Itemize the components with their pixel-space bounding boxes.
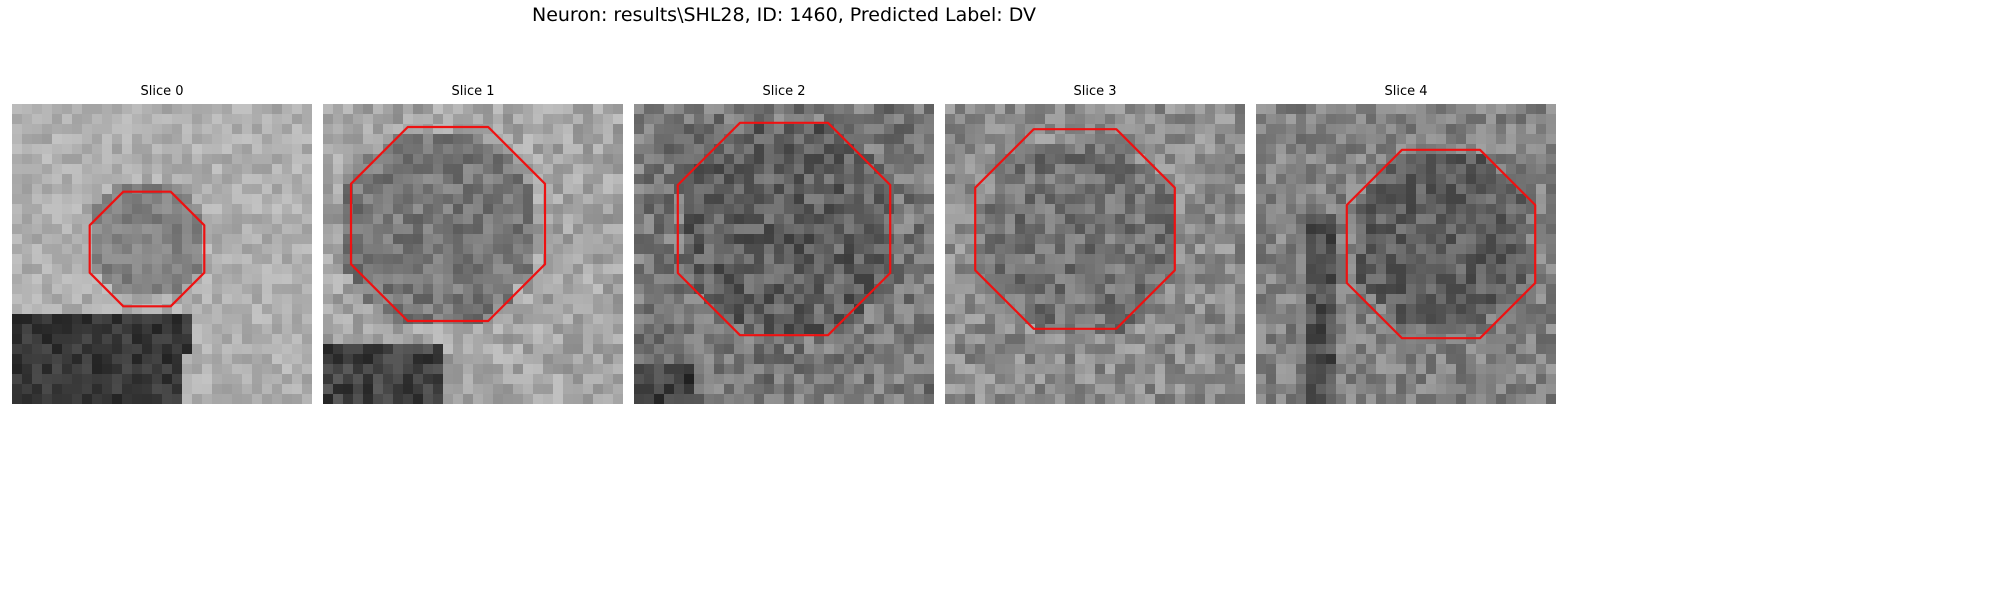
slice-image	[945, 104, 1245, 404]
roi-contour	[349, 125, 547, 323]
slice-title: Slice 3	[1073, 84, 1117, 99]
slice-title: Slice 2	[762, 84, 806, 99]
slice-image	[1256, 104, 1556, 404]
roi-contour	[88, 190, 206, 308]
roi-contour	[676, 121, 892, 337]
slice-image	[12, 104, 312, 404]
roi-contour	[974, 128, 1176, 330]
slice-image	[323, 104, 623, 404]
roi-contour	[1345, 148, 1537, 340]
figure-title: Neuron: results\SHL28, ID: 1460, Predict…	[531, 4, 1037, 26]
slice-title: Slice 4	[1384, 84, 1428, 99]
slice-image	[634, 104, 934, 404]
slice-title: Slice 1	[451, 84, 495, 99]
slice-title: Slice 0	[140, 84, 184, 99]
